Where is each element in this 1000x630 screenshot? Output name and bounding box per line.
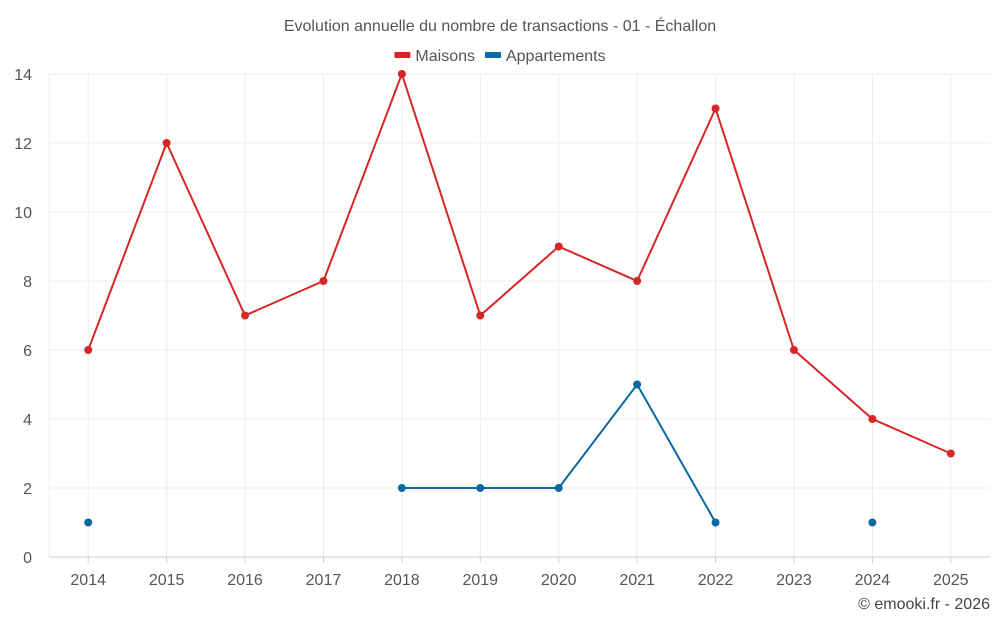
- series-appartements: [84, 380, 877, 527]
- legend-swatch-appartements: [484, 52, 501, 58]
- y-tick-label: 6: [23, 343, 32, 360]
- data-point-maisons: [633, 277, 642, 285]
- data-point-appartements: [84, 518, 93, 527]
- x-tick-label: 2019: [462, 572, 498, 589]
- x-tick-label: 2017: [306, 572, 342, 589]
- data-point-maisons: [554, 242, 563, 251]
- x-tick-label: 2021: [619, 572, 655, 589]
- series: [84, 70, 955, 527]
- data-point-appartements: [711, 518, 720, 527]
- data-point-maisons: [397, 70, 406, 78]
- x-tick-label: 2015: [149, 572, 185, 589]
- y-tick-label: 12: [14, 136, 32, 153]
- x-tick-label: 2022: [698, 572, 734, 589]
- data-point-maisons: [84, 346, 93, 354]
- y-tick-label: 14: [14, 67, 32, 84]
- x-tick-label: 2025: [933, 572, 969, 589]
- data-point-maisons: [711, 104, 720, 113]
- credit-text: © emooki.fr - 2026: [858, 596, 990, 613]
- data-point-maisons: [319, 277, 328, 285]
- legend-swatch-maisons: [394, 52, 411, 58]
- data-point-maisons: [868, 415, 877, 423]
- series-maisons: [84, 70, 955, 458]
- data-point-maisons: [241, 311, 250, 320]
- data-point-maisons: [162, 139, 171, 147]
- data-point-maisons: [476, 311, 485, 320]
- y-tick-label: 2: [23, 481, 32, 498]
- y-tick-label: 8: [23, 274, 32, 291]
- legend-label-maisons: Maisons: [415, 48, 475, 65]
- y-tick-label: 4: [23, 412, 32, 429]
- data-point-maisons: [789, 346, 798, 354]
- legend-label-appartements: Appartements: [506, 48, 606, 65]
- y-tick-label: 0: [23, 550, 32, 567]
- data-point-appartements: [476, 484, 485, 492]
- series-line-maisons: [87, 73, 952, 455]
- data-point-appartements: [554, 484, 563, 492]
- x-tick-label: 2014: [70, 572, 106, 589]
- data-point-appartements: [397, 484, 406, 492]
- legend: Maisons Appartements: [394, 48, 606, 65]
- axes: 0 2 4 6 8 10 12 14 2014 2015 2016 2017 2018 2019 2020 2…: [14, 67, 990, 589]
- y-tick-label: 10: [14, 205, 32, 222]
- grid: [48, 73, 990, 557]
- data-point-appartements: [868, 518, 877, 527]
- x-tick-label: 2023: [776, 572, 812, 589]
- chart-title: Evolution annuelle du nombre de transact…: [284, 16, 716, 35]
- x-tick-label: 2020: [541, 572, 577, 589]
- x-tick-label: 2016: [227, 572, 263, 589]
- x-tick-label: 2024: [855, 572, 891, 589]
- x-tick-label: 2018: [384, 572, 420, 589]
- data-point-maisons: [946, 449, 955, 458]
- data-point-appartements: [633, 380, 642, 389]
